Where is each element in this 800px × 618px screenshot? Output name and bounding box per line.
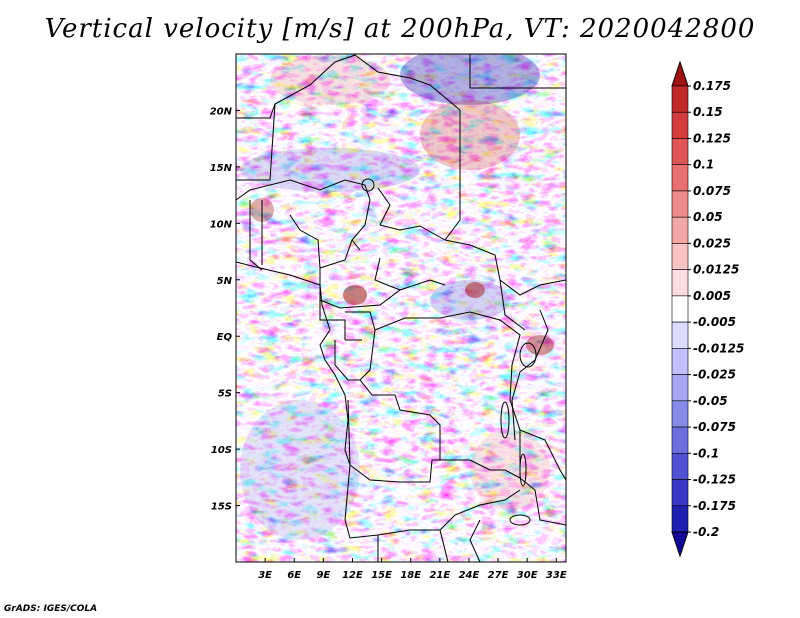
colorbar-label: 0.025 [693,236,731,250]
country-borders [236,54,566,562]
grads-credit: GrADS: IGES/COLA [4,604,98,614]
colorbar-label: 0.075 [693,184,731,198]
colorbar-label: 0.125 [693,131,731,145]
colorbar-label: -0.175 [693,499,736,513]
colorbar-box [671,348,689,375]
colorbar-label: 0.0125 [693,263,739,277]
colorbar-box [671,505,689,533]
colorbar-label: 0.005 [693,289,731,303]
colorbar-label: 0.05 [693,210,723,224]
colorbar-label: 0.15 [693,105,723,119]
y-tick-label: 10N [210,219,233,230]
colorbar-box [671,190,689,218]
x-axis-ticks: 3E 6E 9E 12E 15E 18E 21E 24E 27E 30E 33E [258,558,567,581]
x-tick-label: 33E [546,570,567,581]
colorbar-label: -0.0125 [693,341,744,355]
x-tick-label: 21E [429,570,450,581]
colorbar-box [671,243,689,270]
colorbar-box [671,374,689,402]
y-tick-label: 15S [211,502,232,513]
y-tick-label: 5S [218,389,232,400]
y-tick-label: 5N [217,276,233,287]
colorbar-label: 0.175 [693,79,731,93]
x-tick-label: 18E [400,570,421,581]
colorbar-label: -0.125 [693,473,736,487]
plot-title: Vertical velocity [m/s] at 200hPa, VT: 2… [44,14,756,44]
colorbar-label: -0.1 [693,446,719,460]
y-tick-label: 20N [210,106,233,117]
y-axis-ticks: 20N 15N 10N 5N EQ 5S 10S 15S [210,106,240,513]
colorbar-box [671,452,689,480]
colorbar-box [671,111,689,139]
colorbar-label: -0.2 [693,525,719,539]
x-tick-label: 24E [459,570,480,581]
y-tick-label: EQ [217,332,233,343]
velocity-field [236,54,566,562]
x-tick-label: 3E [258,570,272,581]
colorbar-box [671,85,689,113]
x-tick-label: 6E [287,570,301,581]
x-tick-label: 12E [342,570,363,581]
colorbar-box [671,400,689,428]
x-tick-label: 27E [488,570,509,581]
colorbar-box [671,269,689,297]
colorbar-box [671,138,689,166]
colorbar-box [671,216,689,244]
colorbar-box [671,479,689,507]
colorbar-label: -0.025 [693,368,736,382]
x-tick-label: 15E [371,570,392,581]
y-tick-label: 15N [210,163,233,174]
colorbar: 0.175 0.15 0.125 0.1 0.075 0.05 0.025 0.0125 0.0… [671,60,744,558]
colorbar-box [671,321,689,349]
map-frame [235,53,567,563]
colorbar-box [671,295,689,323]
colorbar-label: -0.075 [693,420,736,434]
colorbar-top-triangle [671,60,689,87]
colorbar-box [671,426,689,454]
colorbar-bottom-triangle [671,531,689,558]
x-tick-label: 9E [316,570,330,581]
colorbar-box [671,164,689,192]
x-tick-label: 30E [517,570,538,581]
colorbar-label: -0.05 [693,394,728,408]
y-tick-label: 10S [211,445,232,456]
colorbar-label: -0.005 [693,315,736,329]
colorbar-label: 0.1 [693,158,714,172]
